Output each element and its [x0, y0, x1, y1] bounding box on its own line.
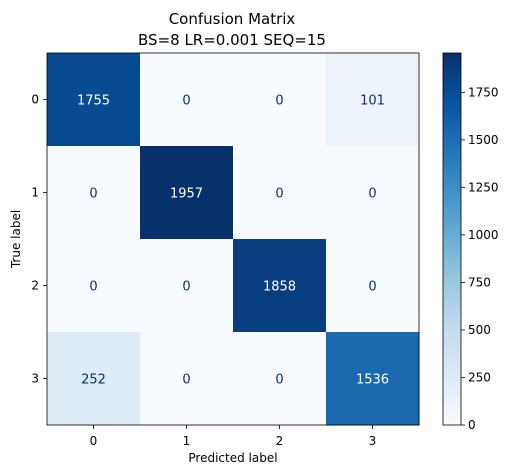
cell-value-label: 252 [81, 373, 106, 388]
heatmap-cells: 1755 0 0 101 0 1957 0 0 0 0 1858 0 252 0 0 1536 [47, 53, 420, 426]
cell-value-label: 0 [275, 94, 283, 109]
heatmap-cell [233, 239, 327, 333]
heatmap-cell [47, 332, 141, 426]
heatmap-cell [326, 332, 420, 426]
heatmap-cell [233, 146, 327, 240]
colorbar-tick-label: 1250 [468, 180, 499, 194]
colorbar-tick-label: 1000 [468, 228, 499, 242]
colorbar-tick-label: 250 [468, 370, 491, 384]
y-tick-label: 1 [31, 186, 39, 200]
heatmap-cell [326, 53, 420, 147]
y-axis-ticks: 0 1 2 3 [31, 93, 47, 386]
x-tick-label: 3 [369, 434, 377, 448]
y-tick-label: 3 [31, 372, 39, 386]
heatmap-cell [233, 53, 327, 147]
cell-value-label: 1957 [170, 187, 203, 202]
x-tick-label: 1 [183, 434, 191, 448]
cell-value-label: 0 [182, 94, 190, 109]
chart-subtitle: BS=8 LR=0.001 SEQ=15 [138, 31, 326, 49]
colorbar [442, 52, 462, 426]
heatmap-cell [140, 239, 234, 333]
colorbar-tick-label: 1500 [468, 133, 499, 147]
x-tick-label: 2 [276, 434, 284, 448]
heatmap-cell [140, 53, 234, 147]
cell-value-label: 0 [368, 280, 376, 295]
cell-value-label: 0 [275, 187, 283, 202]
heatmap-cell [140, 332, 234, 426]
colorbar-tick-label: 500 [468, 323, 491, 337]
colorbar-tick-label: 0 [468, 418, 476, 432]
heatmap-cell [233, 332, 327, 426]
x-axis-ticks: 0 1 2 3 [90, 425, 377, 448]
cell-value-label: 0 [182, 280, 190, 295]
colorbar-ticks: 0 250 500 750 1000 1250 1500 1750 [461, 85, 499, 432]
heatmap-cell [326, 239, 420, 333]
x-axis-label: Predicted label [188, 451, 277, 465]
colorbar-tick-label: 1750 [468, 85, 499, 99]
heatmap-cell [140, 146, 234, 240]
cell-value-label: 1755 [77, 94, 110, 109]
colorbar-tick-label: 750 [468, 275, 491, 289]
y-tick-label: 0 [31, 93, 39, 107]
heatmap-cell [326, 146, 420, 240]
y-axis-label: True label [9, 210, 23, 269]
chart-title: Confusion Matrix [169, 10, 296, 28]
heatmap-cell [47, 239, 141, 333]
heatmap-cell [47, 146, 141, 240]
cell-value-label: 1536 [356, 373, 389, 388]
plot-frame [46, 52, 420, 426]
y-tick-label: 2 [31, 279, 39, 293]
cell-value-label: 0 [275, 373, 283, 388]
cell-value-label: 0 [89, 280, 97, 295]
heatmap-cell [47, 53, 141, 147]
cell-value-label: 0 [89, 187, 97, 202]
cell-value-label: 0 [182, 373, 190, 388]
x-tick-label: 0 [90, 434, 98, 448]
cell-value-label: 1858 [263, 280, 296, 295]
cell-value-label: 101 [360, 94, 385, 109]
cell-value-label: 0 [368, 187, 376, 202]
